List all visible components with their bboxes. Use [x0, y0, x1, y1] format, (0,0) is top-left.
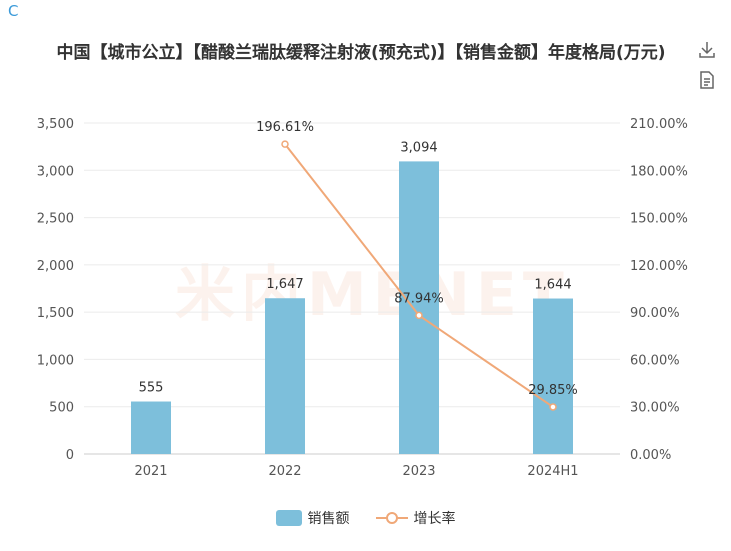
- y-right-tick-label: 210.00%: [630, 117, 688, 132]
- bar: [399, 161, 439, 454]
- corner-label: C: [8, 2, 19, 20]
- legend-label-sales: 销售额: [307, 511, 350, 527]
- growth-value-label: 87.94%: [394, 291, 444, 306]
- y-right-tick-label: 0.00%: [630, 448, 671, 463]
- download-icon[interactable]: [697, 40, 717, 60]
- y-right-tick-label: 30.00%: [630, 401, 680, 416]
- bar-value-label: 1,644: [534, 278, 571, 293]
- x-tick-label: 2024H1: [527, 464, 578, 479]
- legend-item-growth[interactable]: 增长率: [375, 508, 456, 528]
- legend: 销售额 增长率: [0, 508, 731, 528]
- document-icon[interactable]: [697, 70, 717, 90]
- watermark: 米内MENET: [175, 260, 570, 330]
- growth-value-label: 29.85%: [528, 383, 578, 398]
- bar-value-label: 555: [139, 381, 164, 396]
- y-left-tick-label: 0: [66, 448, 74, 463]
- y-left-tick-label: 500: [49, 401, 74, 416]
- chart-title: 中国【城市公立】【醋酸兰瑞肽缓释注射液(预充式)】【销售金额】年度格局(万元): [56, 43, 666, 63]
- x-tick-label: 2023: [402, 464, 435, 479]
- legend-item-sales[interactable]: 销售额: [275, 508, 350, 528]
- growth-point: [281, 140, 289, 148]
- growth-value-label: 196.61%: [256, 120, 314, 135]
- y-right-tick-label: 60.00%: [630, 353, 680, 368]
- legend-swatch-bar: [275, 510, 302, 526]
- y-right-tick-label: 180.00%: [630, 164, 688, 179]
- y-left-tick-label: 2,500: [37, 212, 74, 227]
- bar-value-label: 3,094: [400, 140, 437, 155]
- y-left-tick-label: 3,500: [37, 117, 74, 132]
- bar: [265, 298, 305, 454]
- bar: [533, 298, 573, 454]
- x-tick-label: 2022: [268, 464, 301, 479]
- growth-point: [415, 311, 423, 320]
- y-left-tick-label: 1,500: [37, 306, 74, 321]
- download-glyph: [699, 42, 715, 58]
- bar-value-label: 1,647: [266, 277, 303, 292]
- y-right-tick-label: 120.00%: [630, 259, 688, 274]
- growth-point: [549, 403, 557, 411]
- document-glyph: [700, 71, 714, 89]
- y-left-tick-label: 1,000: [37, 353, 74, 368]
- y-left-tick-label: 3,000: [37, 164, 74, 179]
- y-left-tick-label: 2,000: [37, 259, 74, 274]
- legend-swatch-line: [375, 512, 408, 524]
- y-right-tick-label: 90.00%: [630, 306, 680, 321]
- bar: [131, 401, 171, 454]
- x-tick-label: 2021: [134, 464, 167, 479]
- y-right-tick-label: 150.00%: [630, 212, 688, 227]
- legend-label-growth: 增长率: [413, 511, 456, 527]
